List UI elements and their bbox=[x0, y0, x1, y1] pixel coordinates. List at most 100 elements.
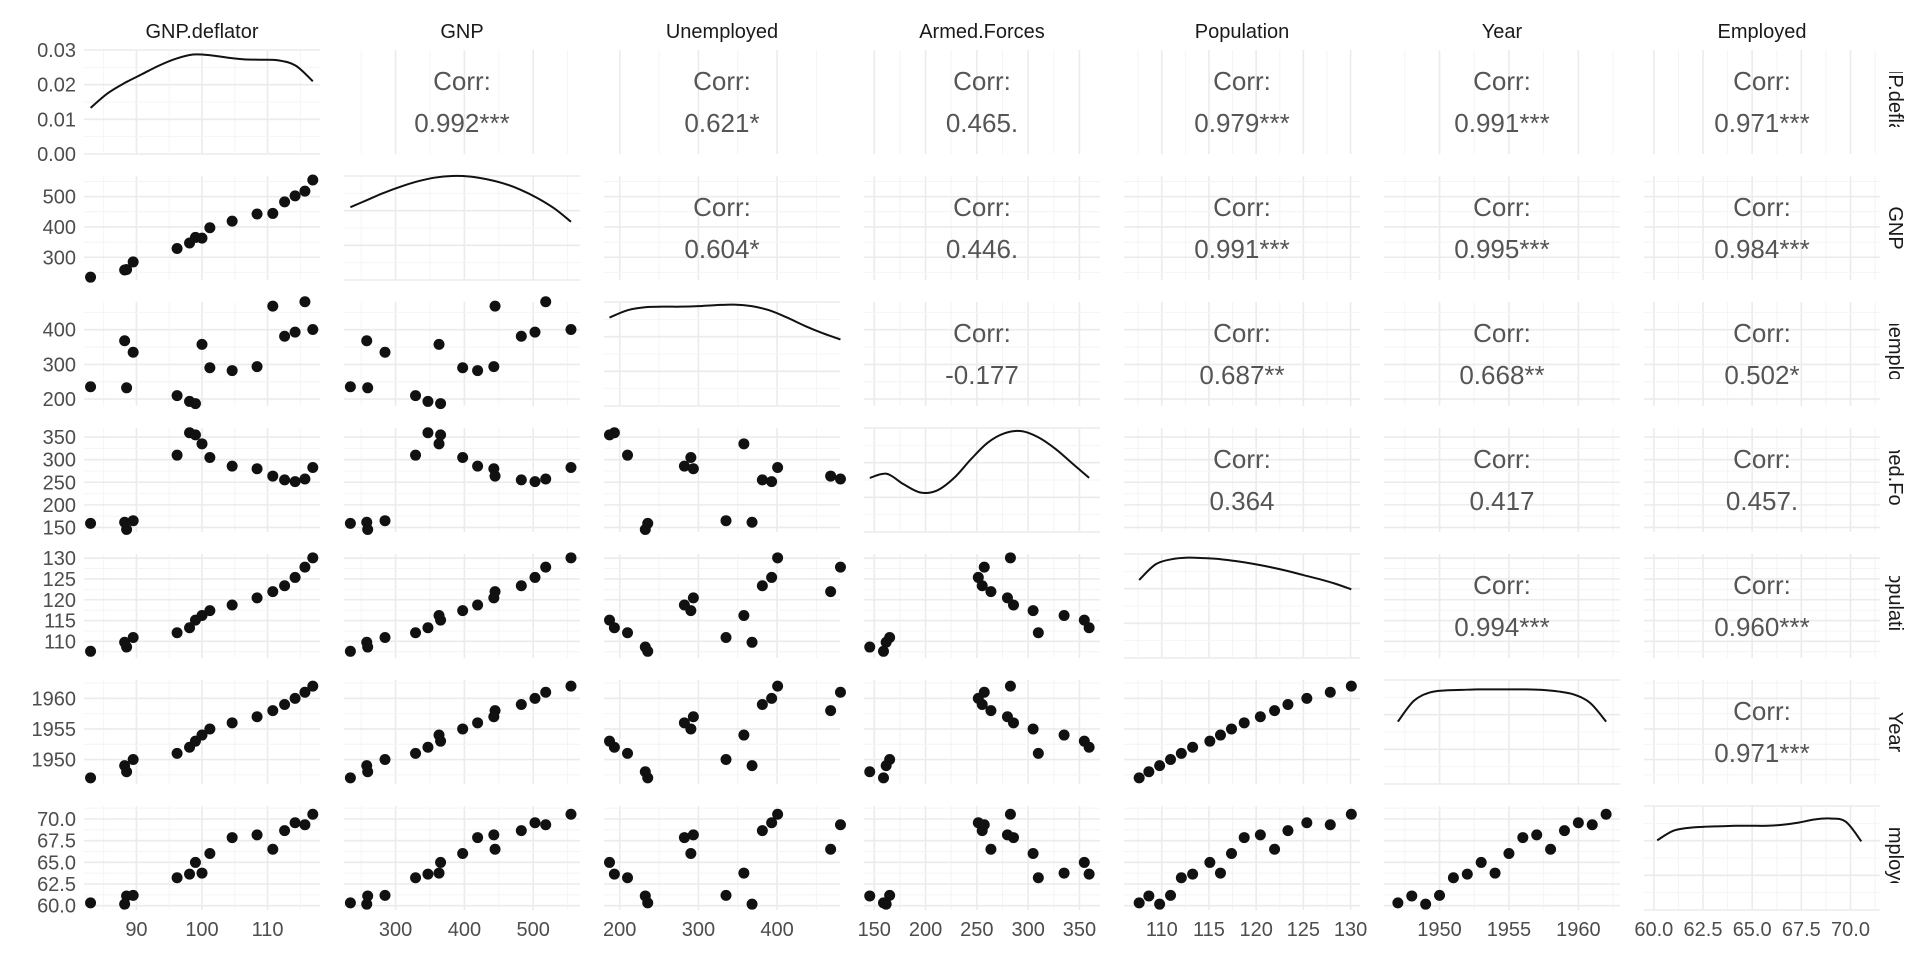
scatter-point bbox=[1254, 711, 1266, 723]
x-tick-label: 1950 bbox=[1417, 919, 1462, 941]
scatter-point bbox=[299, 296, 311, 308]
x-tick-label: 1960 bbox=[1556, 919, 1601, 941]
y-tick-label: 60.0 bbox=[37, 896, 76, 918]
scatter-point bbox=[433, 438, 445, 450]
scatter-point bbox=[289, 190, 301, 202]
scatter-point bbox=[189, 856, 201, 868]
scatter-point bbox=[622, 449, 634, 461]
scatter-point bbox=[738, 609, 750, 621]
corr-value: 0.991*** bbox=[1454, 108, 1549, 138]
scatter-point bbox=[622, 872, 634, 884]
scatter-point bbox=[1545, 843, 1557, 855]
scatter-point bbox=[433, 609, 445, 621]
scatter-point bbox=[119, 264, 131, 276]
row-strip-label: :NP.deflatc bbox=[1884, 54, 1906, 149]
scatter-point bbox=[361, 335, 373, 347]
scatter-point bbox=[344, 772, 356, 784]
y-tick-label: 500 bbox=[43, 187, 76, 209]
scatter-point bbox=[1078, 735, 1090, 747]
scatter-point bbox=[226, 215, 238, 227]
scatter-point bbox=[1558, 825, 1570, 837]
x-tick-label: 130 bbox=[1334, 919, 1367, 941]
scatter-point bbox=[489, 843, 501, 855]
scatter-point bbox=[515, 474, 527, 486]
scatter-point bbox=[720, 515, 732, 527]
scatter-point bbox=[1058, 609, 1070, 621]
corr-label: Corr: bbox=[1213, 192, 1271, 222]
scatter-point bbox=[289, 692, 301, 704]
scatter-point bbox=[1586, 819, 1598, 831]
column-strip-label: Unemployed bbox=[666, 21, 778, 43]
scatter-point bbox=[121, 382, 133, 394]
x-tick-label: 125 bbox=[1287, 919, 1320, 941]
scatter-point bbox=[1004, 680, 1016, 692]
scatter-point bbox=[1001, 592, 1013, 604]
scatter-point bbox=[529, 692, 541, 704]
corr-label: Corr: bbox=[1473, 318, 1531, 348]
scatter-point bbox=[1301, 817, 1313, 829]
scatter-point bbox=[289, 817, 301, 829]
scatter-point bbox=[307, 680, 319, 692]
y-tick-label: 1960 bbox=[32, 688, 77, 710]
scatter-point bbox=[834, 473, 846, 485]
scatter-point bbox=[489, 705, 501, 717]
scatter-point bbox=[884, 889, 896, 901]
y-tick-label: 62.5 bbox=[37, 874, 76, 896]
scatter-point bbox=[978, 686, 990, 698]
scatter-point bbox=[1269, 705, 1281, 717]
scatter-point bbox=[540, 819, 552, 831]
scatter-point bbox=[1282, 698, 1294, 710]
scatter-point bbox=[772, 461, 784, 473]
scatter-point bbox=[226, 832, 238, 844]
scatter-point bbox=[119, 898, 131, 910]
scatter-point bbox=[834, 686, 846, 698]
x-tick-label: 65.0 bbox=[1733, 919, 1772, 941]
scatter-point bbox=[746, 898, 758, 910]
scatter-point bbox=[1392, 897, 1404, 909]
grid-layer bbox=[84, 49, 1880, 911]
scatter-point bbox=[251, 711, 263, 723]
scatter-point bbox=[529, 571, 541, 583]
scatter-point bbox=[756, 698, 768, 710]
scatter-point bbox=[226, 717, 238, 729]
scatter-point bbox=[825, 586, 837, 598]
x-tick-label: 120 bbox=[1239, 919, 1272, 941]
scatter-point bbox=[299, 561, 311, 573]
x-tick-label: 300 bbox=[682, 919, 715, 941]
scatter-point bbox=[1204, 856, 1216, 868]
scatter-point bbox=[515, 330, 527, 342]
scatter-point bbox=[457, 723, 469, 735]
scatter-point bbox=[433, 338, 445, 350]
scatter-point bbox=[171, 872, 183, 884]
corr-value: 0.457. bbox=[1726, 486, 1798, 516]
x-tick-label: 200 bbox=[909, 919, 942, 941]
scatter-point bbox=[379, 754, 391, 766]
scatter-point bbox=[1001, 829, 1013, 841]
scatter-point bbox=[1269, 843, 1281, 855]
corr-value: -0.177 bbox=[945, 360, 1019, 390]
scatter-point bbox=[877, 645, 889, 657]
scatter-point bbox=[884, 754, 896, 766]
scatter-point bbox=[307, 174, 319, 186]
scatter-point bbox=[1345, 808, 1357, 820]
scatter-point bbox=[1214, 729, 1226, 741]
scatter-point bbox=[565, 680, 577, 692]
scatter-point bbox=[766, 476, 778, 488]
scatter-point bbox=[1187, 741, 1199, 753]
corr-value: 0.979*** bbox=[1194, 108, 1289, 138]
scatter-point bbox=[756, 580, 768, 592]
corr-label: Corr: bbox=[1213, 444, 1271, 474]
scatter-point bbox=[196, 729, 208, 741]
scatter-point bbox=[1004, 808, 1016, 820]
scatter-point bbox=[127, 631, 139, 643]
scatter-point bbox=[410, 390, 422, 402]
scatter-point bbox=[422, 622, 434, 634]
y-tick-label: 115 bbox=[44, 611, 76, 633]
scatter-point bbox=[472, 599, 484, 611]
corr-value: 0.446. bbox=[946, 234, 1018, 264]
scatter-point bbox=[85, 772, 97, 784]
scatter-point bbox=[127, 754, 139, 766]
y-tick-label: 125 bbox=[43, 569, 76, 591]
corr-label: Corr: bbox=[1733, 66, 1791, 96]
scatter-point bbox=[472, 717, 484, 729]
